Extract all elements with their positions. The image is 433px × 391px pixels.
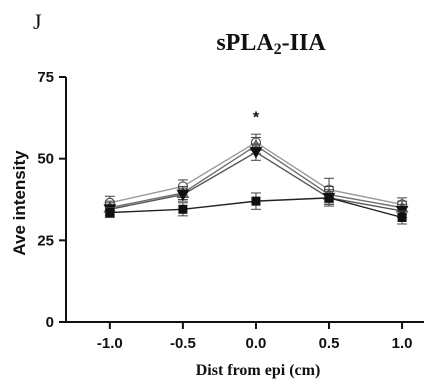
x-tick-label: -0.5: [170, 335, 196, 352]
y-axis-label: Ave intensity: [10, 150, 29, 256]
data-point-triangle-down: [176, 189, 190, 202]
data-point-triangle-down: [249, 147, 263, 159]
data-point-square: [178, 204, 188, 214]
series-square: [104, 190, 408, 225]
axes: 0 25 50 75 -1.0 -0.5 0.0 0.5 1.0: [37, 69, 424, 352]
x-tick-label: 0.0: [246, 335, 267, 352]
annotations: *: [253, 110, 260, 127]
x-axis-label: Dist from epi (cm): [196, 362, 321, 379]
chart-title-main: sPLA: [216, 30, 274, 56]
chart-title: sPLA2-IIA: [216, 30, 326, 58]
panel-letter: J: [33, 9, 42, 34]
data-point-square: [251, 196, 261, 206]
series-group: [103, 133, 409, 225]
x-tick-label: -1.0: [97, 335, 123, 352]
y-tick-label: 50: [37, 151, 54, 168]
y-tick-label: 0: [46, 314, 54, 331]
data-point-square: [324, 193, 334, 203]
y-tick-label: 75: [37, 69, 54, 86]
chart-title-subscript: 2: [274, 41, 282, 58]
data-point-square: [105, 208, 115, 218]
chart-title-rest: -IIA: [282, 30, 327, 56]
y-tick-label: 25: [37, 232, 54, 249]
x-tick-label: 1.0: [392, 335, 413, 352]
data-point-square: [397, 212, 407, 222]
significance-annotation: *: [253, 110, 260, 127]
x-tick-label: 0.5: [319, 335, 340, 352]
